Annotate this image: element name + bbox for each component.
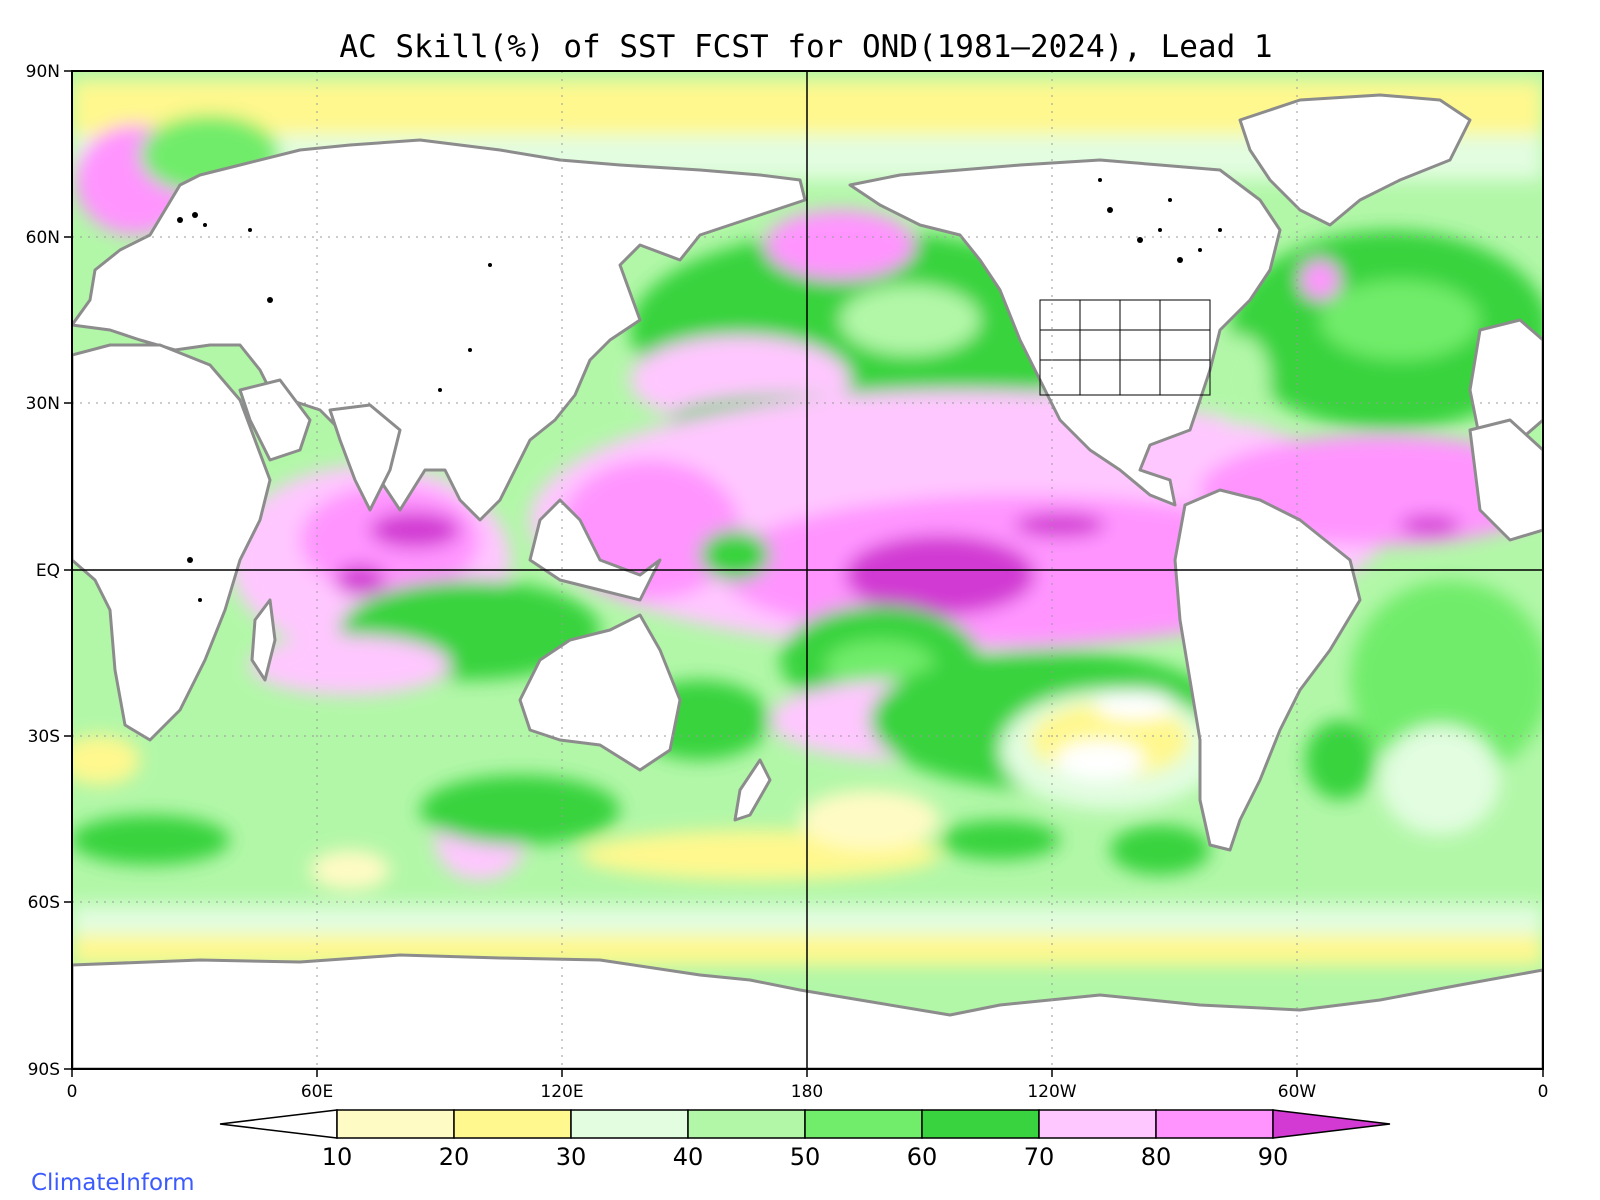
- x-tick-label: 60E: [301, 1082, 333, 1102]
- labrador-pink: [1300, 260, 1340, 300]
- so-pale-band: [800, 790, 940, 850]
- colorbar-bin: [921, 1109, 1040, 1139]
- so-yellow-west: [72, 735, 140, 785]
- gulf-lightgreen: [1210, 335, 1270, 425]
- plot-area: [72, 71, 1543, 1069]
- x-tick-labels: 0 60E 120E 180 120W 60W 0: [67, 1082, 1549, 1102]
- so-green-patch-3: [1110, 825, 1210, 875]
- africa: [72, 343, 272, 742]
- y-tick-label: 30S: [28, 727, 60, 747]
- bering-pink: [765, 210, 915, 280]
- so-green-patch-4: [72, 815, 230, 865]
- trop-atl-core: [1400, 515, 1460, 535]
- us-states: [1039, 299, 1211, 396]
- australia: [518, 613, 682, 772]
- indian-core-north: [370, 512, 460, 548]
- x-tick-label: 120E: [540, 1082, 583, 1102]
- colorbar-bin: [453, 1109, 572, 1139]
- india: [328, 403, 402, 512]
- y-tick-labels: 90N 60N 30N EQ 30S 60S 90S: [26, 62, 60, 1080]
- colorbar-bin: [1155, 1109, 1274, 1139]
- colorbar-bin: [1038, 1109, 1157, 1139]
- arabia: [238, 378, 312, 462]
- north-america: [848, 158, 1282, 507]
- natl-lightgreen: [1320, 280, 1480, 360]
- colorbar-bin: [804, 1109, 923, 1139]
- x-tick-label: 60W: [1278, 1082, 1317, 1102]
- grid-lines: [72, 71, 1543, 1069]
- new-zealand: [733, 758, 772, 822]
- spac-low-skill-core: [1055, 740, 1145, 780]
- colorbar-label: 90: [1258, 1143, 1289, 1171]
- credit-text: ClimateInform: [31, 1170, 195, 1196]
- colorbar-label: 40: [673, 1143, 704, 1171]
- spac-low-skill-north: [1095, 690, 1175, 720]
- y-tick-label: 90N: [26, 62, 60, 82]
- y-tick-label: 30N: [26, 394, 60, 414]
- land-masses: [72, 93, 1543, 1069]
- y-tick-label: 60N: [26, 228, 60, 248]
- s-indian-pink-tongue: [250, 635, 450, 695]
- so-green-patch-2: [940, 820, 1060, 860]
- west-africa-edge: [1468, 418, 1543, 542]
- colorbar-label: 20: [439, 1143, 470, 1171]
- x-tick-label: 0: [67, 1082, 78, 1102]
- colorbar-label: 80: [1141, 1143, 1172, 1171]
- colorbar-bin: [336, 1109, 455, 1139]
- y-tick-label: EQ: [36, 561, 60, 581]
- satl-pale: [1380, 725, 1500, 835]
- indian-core-south: [335, 565, 385, 595]
- colorbar-bin: [570, 1109, 689, 1139]
- colorbar-labels: 10 20 30 40 50 60 70 80 90: [322, 1143, 1289, 1171]
- colorbar-low-arrow: [219, 1109, 338, 1139]
- south-america: [1173, 488, 1362, 852]
- colorbar-high-arrow: [1272, 1109, 1391, 1139]
- lakes: [177, 178, 1222, 602]
- enso-core-west: [845, 535, 1035, 615]
- satl-green: [1350, 580, 1543, 780]
- colorbar-bin: [687, 1109, 806, 1139]
- colorbar-label: 70: [1024, 1143, 1055, 1171]
- x-tick-label: 0: [1538, 1082, 1549, 1102]
- west-pac-green-patch: [700, 530, 770, 580]
- y-tick-label: 90S: [28, 1060, 60, 1080]
- x-tick-label: 120W: [1027, 1082, 1076, 1102]
- x-tick-label: 180: [791, 1082, 823, 1102]
- satl-dark-green: [1305, 720, 1375, 800]
- so-yellow-south: [310, 850, 390, 890]
- colorbar-label: 50: [790, 1143, 821, 1171]
- chart-title: AC Skill(%) of SST FCST for OND(1981‒202…: [339, 29, 1272, 65]
- npac-midlat-lightgreen: [840, 285, 980, 355]
- so-green-patch-1: [420, 775, 620, 845]
- enso-core-east: [1015, 513, 1105, 537]
- colorbar-label: 60: [907, 1143, 938, 1171]
- y-tick-label: 60S: [28, 893, 60, 913]
- colorbar-label: 10: [322, 1143, 353, 1171]
- madagascar: [250, 598, 277, 682]
- x-axis: [71, 1069, 1544, 1077]
- colorbar: [219, 1109, 1391, 1139]
- y-axis: [64, 70, 72, 1070]
- colorbar-label: 30: [556, 1143, 587, 1171]
